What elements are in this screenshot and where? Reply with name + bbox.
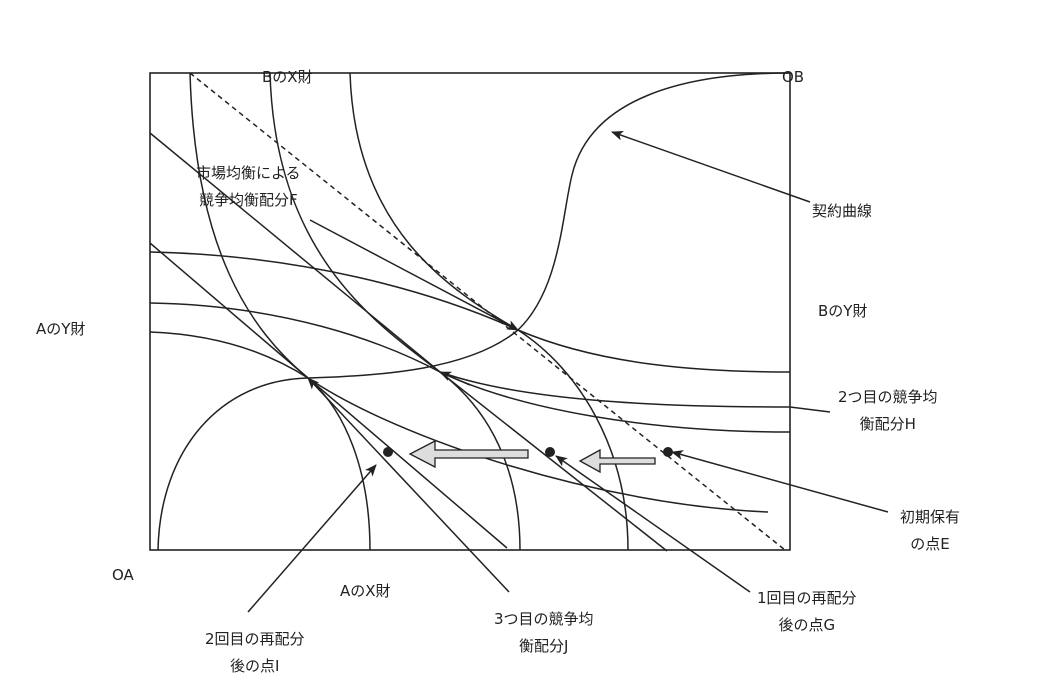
label-equilibrium-f: 市場均衡による 競争均衡配分F bbox=[196, 160, 301, 214]
label-line: 初期保有 bbox=[900, 508, 961, 526]
label-b-y-good: BのY財 bbox=[818, 302, 868, 320]
point-i bbox=[383, 447, 393, 457]
label-line: の点E bbox=[910, 535, 950, 553]
label-endowment-e: 初期保有 の点E bbox=[900, 504, 960, 558]
leader-contract-curve bbox=[611, 130, 811, 203]
indifference-curve-a1 bbox=[149, 251, 791, 373]
label-line: 競争均衡配分F bbox=[198, 191, 298, 209]
label-redistribution-i: 2回目の再配分 後の点I bbox=[205, 626, 305, 680]
label-line: 衡配分J bbox=[519, 637, 569, 655]
label-line: 衡配分H bbox=[859, 415, 916, 433]
label-b-x-good: BのX財 bbox=[262, 68, 313, 86]
label-redistribution-g: 1回目の再配分 後の点G bbox=[757, 585, 857, 639]
label-contract-curve: 契約曲線 bbox=[812, 202, 873, 220]
indifference-curve-b3 bbox=[349, 72, 629, 551]
label-line: 2つ目の競争均 bbox=[838, 388, 938, 406]
edgeworth-box bbox=[149, 72, 791, 551]
label-line: 2回目の再配分 bbox=[205, 630, 305, 648]
indifference-curve-b1 bbox=[189, 72, 371, 551]
point-e bbox=[663, 447, 673, 457]
leader-h bbox=[439, 371, 471, 386]
label-line: 市場均衡による bbox=[196, 164, 301, 182]
label-line: 後の点G bbox=[778, 616, 836, 634]
label-a-x-good: AのX財 bbox=[340, 582, 391, 600]
leader-e bbox=[671, 450, 889, 513]
point-g bbox=[545, 447, 555, 457]
leader-i bbox=[247, 464, 377, 613]
label-line: 後の点I bbox=[230, 657, 280, 675]
hollow-arrow-redistribution-2 bbox=[408, 439, 529, 469]
indifference-curve-a4 bbox=[149, 331, 769, 513]
indifference-curve-a2 bbox=[149, 302, 831, 413]
leader-j bbox=[307, 377, 510, 593]
label-oa: OA bbox=[112, 566, 134, 584]
label-line: 1回目の再配分 bbox=[757, 589, 857, 607]
indifference-curve-a3 bbox=[439, 371, 791, 433]
budget-line-j bbox=[149, 242, 508, 549]
label-a-y-good: AのY財 bbox=[36, 320, 86, 338]
leader-g bbox=[555, 455, 751, 593]
label-line: 3つ目の競争均 bbox=[494, 610, 594, 628]
label-ob: OB bbox=[782, 68, 805, 86]
label-equilibrium-h: 2つ目の競争均 衡配分H bbox=[838, 384, 938, 438]
leader-f bbox=[309, 219, 519, 331]
indifference-curve-b2 bbox=[269, 72, 521, 551]
hollow-arrow-redistribution-1 bbox=[578, 448, 656, 474]
label-equilibrium-j: 3つ目の競争均 衡配分J bbox=[494, 606, 594, 660]
